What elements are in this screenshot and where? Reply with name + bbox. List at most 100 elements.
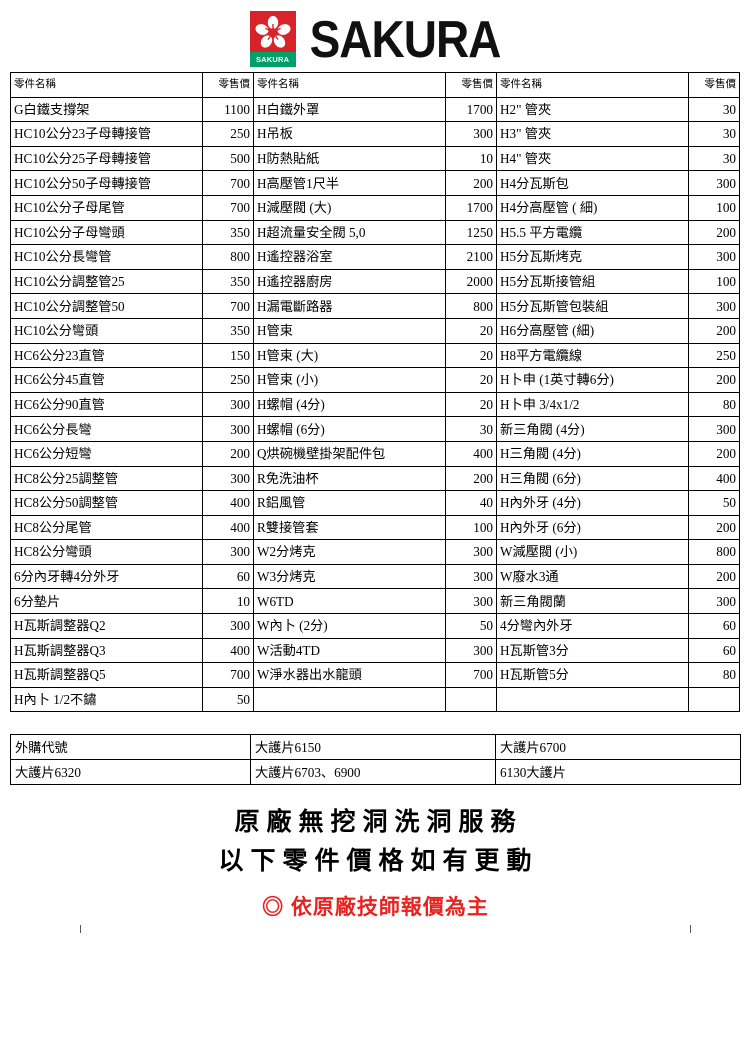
part-name-cell: HC8公分25調整管: [9, 465, 204, 492]
header-price-col-1: 零售價: [202, 72, 254, 98]
part-price-cell: 2100: [445, 244, 497, 270]
part-price-cell: 200: [688, 563, 740, 590]
part-price-cell: 400: [688, 465, 740, 492]
part-name-cell: HC10公分長彎管: [9, 244, 204, 270]
part-name-cell: R雙接管套: [252, 514, 447, 541]
part-price-cell: 800: [445, 293, 497, 319]
part-price-cell: 100: [688, 268, 740, 295]
price-table-row: HC10公分長彎管 800 H遙控器浴室 2100 H5分瓦斯烤克 300: [9, 244, 740, 270]
part-name-cell: H5分瓦斯接管組: [495, 268, 690, 295]
part-name-cell: H管束 (大): [252, 342, 447, 369]
part-name-cell: H螺帽 (4分): [252, 391, 447, 418]
part-price-cell: 30: [688, 145, 740, 172]
price-table-row: 6分墊片 10 W6TD 300 新三角閥蘭 300: [9, 588, 740, 615]
part-name-cell: G白鐵支撐架: [9, 96, 204, 123]
part-name-cell: [495, 686, 690, 713]
price-table: 零件名稱 零售價 零件名稱 零售價 零件名稱 零售價 G白鐵支撐架 1100 H白鐵…: [9, 72, 740, 713]
part-name-cell: Q烘碗機壁掛架配件包: [252, 440, 447, 467]
part-name-cell: HC6公分45直管: [9, 367, 204, 393]
part-name-cell: H三角閥 (4分): [495, 440, 690, 467]
price-table-row: G白鐵支撐架 1100 H白鐵外罩 1700 H2" 管夾 30: [9, 96, 740, 123]
price-table-row: HC10公分調整管25 350 H遙控器廚房 2000 H5分瓦斯接管組 100: [9, 268, 740, 295]
part-name-cell: H2" 管夾: [495, 96, 690, 123]
part-name-cell: W6TD: [252, 588, 447, 615]
part-name-cell: R鋁風管: [252, 490, 447, 516]
price-table-row: 6分內牙轉4分外牙 60 W3分烤克 300 W廢水3通 200: [9, 563, 740, 590]
part-name-cell: H卜申 (1英寸轉6分): [495, 367, 690, 393]
part-name-cell: H吊板: [252, 121, 447, 147]
price-table-row: HC10公分50子母轉接管 700 H高壓管1尺半 200 H4分瓦斯包 300: [9, 170, 740, 196]
part-name-cell: H瓦斯管5分: [495, 662, 690, 688]
header-name-col-1: 零件名稱: [9, 72, 204, 98]
part-name-cell: H6分高壓管 (細): [495, 317, 690, 344]
part-price-cell: 300: [688, 170, 740, 196]
part-price-cell: 10: [445, 145, 497, 172]
part-name-cell: H三角閥 (6分): [495, 465, 690, 492]
part-price-cell: 300: [688, 588, 740, 615]
part-price-cell: 700: [445, 662, 497, 688]
price-table-row: HC10公分子母彎頭 350 H超流量安全閥 5,0 1250 H5.5 平方電纜 200: [9, 219, 740, 246]
part-name-cell: H內外牙 (6分): [495, 514, 690, 541]
part-price-cell: 20: [445, 342, 497, 369]
header-price-col-3: 零售價: [688, 72, 740, 98]
part-price-cell: 80: [688, 662, 740, 688]
brand-header: SAKURA SAKURA: [0, 0, 750, 72]
part-price-cell: 250: [202, 367, 254, 393]
part-price-cell: 300: [202, 416, 254, 442]
price-table-row: H瓦斯調整器Q3 400 W活動4TD 300 H瓦斯管3分 60: [9, 637, 740, 664]
part-price-cell: 400: [202, 514, 254, 541]
part-price-cell: 200: [688, 440, 740, 467]
part-name-cell: H高壓管1尺半: [252, 170, 447, 196]
part-name-cell: 新三角閥蘭: [495, 588, 690, 615]
part-name-cell: H減壓閥 (大): [252, 194, 447, 221]
part-price-cell: 50: [202, 686, 254, 713]
part-price-cell: 300: [445, 539, 497, 565]
part-name-cell: HC6公分長彎: [9, 416, 204, 442]
price-table-row: HC10公分25子母轉接管 500 H防熱貼紙 10 H4" 管夾 30: [9, 145, 740, 172]
part-price-cell: 20: [445, 391, 497, 418]
part-name-cell: 6分內牙轉4分外牙: [9, 563, 204, 590]
crop-mark-left: [80, 925, 81, 933]
price-table-row: HC10公分23子母轉接管 250 H吊板 300 H3" 管夾 30: [9, 121, 740, 147]
price-table-body: G白鐵支撐架 1100 H白鐵外罩 1700 H2" 管夾 30 HC10公分23子母轉接管…: [9, 96, 740, 713]
footer-note: ◎ 依原廠技師報價為主: [262, 895, 489, 919]
part-price-cell: 10: [202, 588, 254, 615]
part-name-cell: H3" 管夾: [495, 121, 690, 147]
part-name-cell: H螺帽 (6分): [252, 416, 447, 442]
price-table-head: 零件名稱 零售價 零件名稱 零售價 零件名稱 零售價: [9, 72, 740, 98]
part-price-cell: [688, 686, 740, 713]
part-name-cell: H防熱貼紙: [252, 145, 447, 172]
part-name-cell: H卜申 3/4x1/2: [495, 391, 690, 418]
price-table-row: HC6公分23直管 150 H管束 (大) 20 H8平方電纜線 250: [9, 342, 740, 369]
part-name-cell: H5.5 平方電纜: [495, 219, 690, 246]
part-name-cell: HC6公分23直管: [9, 342, 204, 369]
external-code-cell: 大護片6703、6900: [250, 759, 496, 786]
part-price-cell: 2000: [445, 268, 497, 295]
external-code-cell: 大護片6320: [10, 759, 251, 786]
part-price-cell: 100: [445, 514, 497, 541]
part-price-cell: 400: [202, 490, 254, 516]
part-name-cell: 新三角閥 (4分): [495, 416, 690, 442]
price-table-row: HC6公分短彎 200 Q烘碗機壁掛架配件包 400 H三角閥 (4分) 200: [9, 440, 740, 467]
external-code-table-body: 外購代號 大護片6150 大護片6700 大護片6320 大護片6703、6900 613…: [10, 734, 741, 786]
part-name-cell: [252, 686, 447, 713]
part-name-cell: W淨水器出水龍頭: [252, 662, 447, 688]
part-name-cell: W廢水3通: [495, 563, 690, 590]
part-name-cell: H遙控器浴室: [252, 244, 447, 270]
part-price-cell: 30: [688, 121, 740, 147]
part-price-cell: 250: [202, 121, 254, 147]
part-price-cell: 350: [202, 268, 254, 295]
price-table-row: H內卜 1/2不鏽 50: [9, 686, 740, 713]
part-price-cell: 60: [202, 563, 254, 590]
part-price-cell: 700: [202, 662, 254, 688]
part-price-cell: 1700: [445, 96, 497, 123]
part-price-cell: 500: [202, 145, 254, 172]
part-name-cell: 4分彎內外牙: [495, 613, 690, 639]
sakura-logo-strip-label: SAKURA: [249, 52, 296, 67]
part-price-cell: 30: [688, 96, 740, 123]
part-price-cell: 300: [202, 539, 254, 565]
part-name-cell: HC8公分50調整管: [9, 490, 204, 516]
part-name-cell: H管束 (小): [252, 367, 447, 393]
part-name-cell: HC6公分短彎: [9, 440, 204, 467]
part-price-cell: 400: [202, 637, 254, 664]
